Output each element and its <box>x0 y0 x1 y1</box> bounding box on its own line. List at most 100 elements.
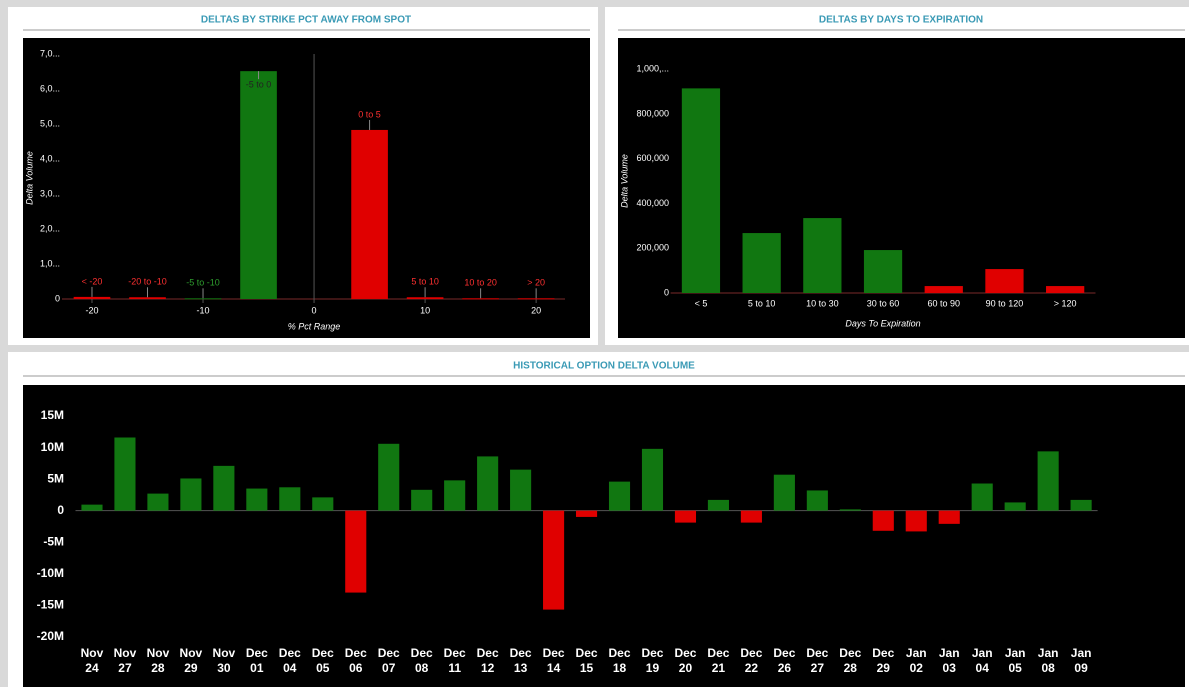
data-label: < -20 <box>82 276 103 286</box>
x-tick-label: > 120 <box>1054 298 1077 308</box>
bar <box>1046 286 1085 293</box>
x-tick-label: 12 <box>481 661 495 675</box>
x-tick-label: 04 <box>976 661 990 675</box>
x-tick-label: Dec <box>641 646 663 660</box>
bar <box>73 296 111 299</box>
data-label: 0 to 5 <box>358 109 381 119</box>
bar <box>1037 451 1059 511</box>
x-tick-label: Dec <box>246 646 268 660</box>
y-tick-label: -10M <box>37 566 64 580</box>
x-tick-label: 06 <box>349 661 363 675</box>
y-tick-label: 0 <box>57 503 64 517</box>
x-tick-label: 29 <box>877 661 891 675</box>
x-tick-label: 5 to 10 <box>748 298 776 308</box>
bar <box>279 487 301 511</box>
x-tick-label: Dec <box>872 646 894 660</box>
x-tick-label: Dec <box>773 646 795 660</box>
x-tick-label: Dec <box>477 646 499 660</box>
chart-title: HISTORICAL OPTION DELTA VOLUME <box>513 361 695 372</box>
bar <box>462 298 499 300</box>
bar <box>510 469 532 511</box>
x-tick-label: 27 <box>811 661 825 675</box>
bar <box>129 297 166 299</box>
x-tick-label: Dec <box>279 646 301 660</box>
x-tick-label: Nov <box>147 646 170 660</box>
data-label: 10 to 20 <box>464 278 497 288</box>
bar <box>641 448 664 511</box>
x-tick-label: 19 <box>646 661 660 675</box>
bar <box>517 298 555 300</box>
y-tick-label: 0 <box>55 293 60 303</box>
x-tick-label: 04 <box>283 661 297 675</box>
y-tick-label: -20M <box>37 629 64 643</box>
x-tick-label: Nov <box>114 646 137 660</box>
bar <box>477 456 499 511</box>
y-tick-label: -15M <box>37 597 64 611</box>
x-tick-label: Dec <box>839 646 861 660</box>
x-tick-label: 28 <box>844 661 858 675</box>
bar <box>803 218 842 293</box>
x-tick-label: -10 <box>197 305 210 315</box>
x-tick-label: 02 <box>910 661 924 675</box>
bar <box>575 510 598 517</box>
y-tick-label: 0 <box>664 287 669 297</box>
x-tick-label: 08 <box>1041 661 1055 675</box>
x-tick-label: 21 <box>712 661 726 675</box>
y-tick-label: 4,0... <box>40 153 60 163</box>
bar <box>312 497 334 511</box>
x-tick-label: 20 <box>531 305 541 315</box>
x-tick-label: 60 to 90 <box>927 298 960 308</box>
bar <box>114 437 136 511</box>
x-tick-label: Dec <box>378 646 400 660</box>
bar <box>411 489 433 511</box>
data-label: -20 to -10 <box>128 277 167 287</box>
x-tick-label: Jan <box>1005 646 1026 660</box>
y-tick-label: 1,000,... <box>636 64 669 74</box>
x-tick-label: 0 <box>312 305 317 315</box>
y-tick-label: 6,0... <box>40 83 60 93</box>
data-label: 5 to 10 <box>411 277 439 287</box>
x-tick-label: Dec <box>411 646 433 660</box>
bar <box>184 298 222 300</box>
bar <box>674 510 697 523</box>
bar <box>707 499 729 511</box>
x-tick-label: Jan <box>1038 646 1059 660</box>
bar <box>971 483 993 511</box>
x-tick-label: 18 <box>613 661 627 675</box>
x-tick-label: Jan <box>972 646 993 660</box>
y-tick-label: 5,0... <box>40 118 60 128</box>
y-tick-label: 3,0... <box>40 188 60 198</box>
x-tick-label: 15 <box>580 661 594 675</box>
x-tick-label: Dec <box>576 646 598 660</box>
bar <box>345 510 367 593</box>
y-tick-label: 800,000 <box>636 108 669 118</box>
bar <box>839 509 861 511</box>
x-tick-label: 20 <box>679 661 693 675</box>
x-tick-label: 08 <box>415 661 429 675</box>
x-tick-label: Dec <box>806 646 828 660</box>
bar <box>863 250 903 293</box>
x-tick-label: Jan <box>1071 646 1092 660</box>
x-tick-label: 05 <box>316 661 330 675</box>
x-tick-label: Nov <box>180 646 203 660</box>
x-tick-label: -20 <box>85 305 98 315</box>
bar <box>806 490 828 511</box>
bar <box>924 286 963 293</box>
x-tick-label: 90 to 120 <box>986 298 1024 308</box>
x-tick-label: Jan <box>939 646 960 660</box>
bar <box>773 474 795 511</box>
x-tick-label: 14 <box>547 661 561 675</box>
x-tick-label: 01 <box>250 661 264 675</box>
x-tick-label: Dec <box>543 646 565 660</box>
bar <box>1070 499 1092 511</box>
x-tick-label: 29 <box>184 661 198 675</box>
bar <box>543 510 565 610</box>
bar <box>246 488 268 511</box>
data-label: -5 to -10 <box>186 278 220 288</box>
x-tick-label: Dec <box>609 646 631 660</box>
y-tick-label: 5M <box>47 471 64 485</box>
y-tick-label: 600,000 <box>636 153 669 163</box>
chart-title: DELTAS BY DAYS TO EXPIRATION <box>819 15 983 26</box>
x-axis-title: % Pct Range <box>288 321 341 331</box>
